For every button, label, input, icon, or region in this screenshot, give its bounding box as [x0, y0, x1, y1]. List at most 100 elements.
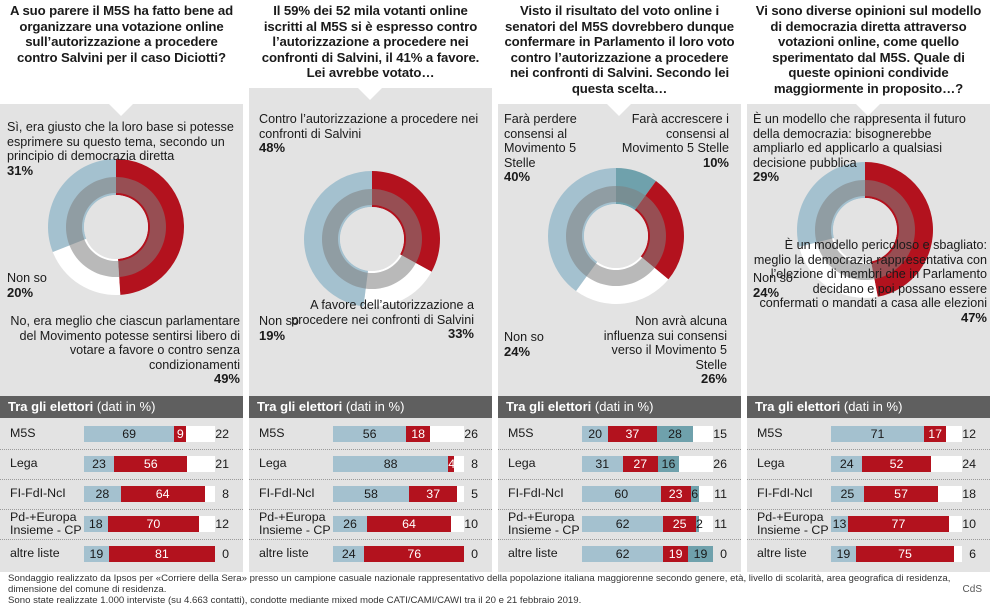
row-name: FI-FdI-NcI [508, 486, 564, 500]
bar-segment: 19 [831, 546, 856, 562]
label-non-so-pct: 19% [259, 327, 286, 343]
stacked-bar: 56 18 [333, 426, 464, 442]
stacked-bar: 19 81 [84, 546, 215, 562]
table-header-bold: Tra gli elettori [755, 399, 841, 414]
stacked-bar: 62 19 19 [582, 546, 713, 562]
table-header-bold: Tra gli elettori [506, 399, 592, 414]
label-accrescere: Farà accrescere i consensi al Movimento … [619, 112, 729, 170]
bar-segment: 26 [333, 516, 368, 532]
bar-segment: 28 [84, 486, 121, 502]
table-row: FI-FdI-NcI 25 57 18 [747, 480, 990, 510]
row-divider [747, 509, 990, 510]
donut-chart [797, 162, 933, 298]
row-name: Lega [757, 456, 785, 470]
non-so-value: 11 [714, 487, 727, 501]
bar-segment: 17 [924, 426, 947, 442]
non-so-value: 0 [471, 547, 478, 561]
non-so-value: 10 [464, 517, 478, 531]
non-so-value: 0 [720, 547, 727, 561]
row-divider [747, 539, 990, 540]
bar-segment: 2 [695, 516, 703, 532]
bar-segment: 71 [831, 426, 924, 442]
question-arrow-shape [249, 0, 492, 100]
table-row: M5S 20 37 28 15 [498, 420, 741, 450]
label-non-so-pct: 24% [753, 284, 780, 300]
footnote-line-2: Sono state realizzate 1.000 interviste (… [8, 595, 582, 606]
label-perdere: Farà perdere consensi al Movimento 5 Ste… [504, 112, 584, 185]
table-row: altre liste 19 81 0 [0, 540, 243, 570]
bar-segment: 9 [174, 426, 187, 442]
footnote-line-1: Sondaggio realizzato da Ipsos per «Corri… [8, 573, 951, 595]
bar-segment: 60 [582, 486, 661, 502]
row-divider [249, 479, 492, 480]
bar-segment: 31 [582, 456, 623, 472]
table-row: Pd-+Europa Insieme - CP 26 64 10 [249, 510, 492, 540]
non-so-value: 8 [471, 457, 478, 471]
label-futuro-text: È un modello che rappresenta il futuro d… [753, 112, 966, 170]
row-divider [249, 539, 492, 540]
bar-segment: 25 [663, 516, 696, 532]
non-so-value: 26 [713, 457, 727, 471]
row-name: altre liste [259, 546, 309, 560]
table-header-text: Tra gli elettori (dati in %) [755, 399, 902, 414]
bar-segment: 76 [364, 546, 464, 562]
non-so-value: 0 [222, 547, 229, 561]
question-text: Vi sono diverse opinioni sul modello di … [755, 3, 982, 96]
stacked-bar: 31 27 16 [582, 456, 713, 472]
label-no: No, era meglio che ciascun parlamentare … [0, 314, 240, 387]
donut-hole [84, 195, 148, 259]
table-header: Tra gli elettori (dati in %) [747, 396, 990, 418]
bar-segment: 81 [108, 546, 215, 562]
row-name: altre liste [508, 546, 558, 560]
question-text: Il 59% dei 52 mila votanti online iscrit… [261, 3, 480, 80]
panel-1: A suo parere il M5S ha fatto bene ad org… [0, 0, 243, 572]
bar-segment: 16 [657, 456, 679, 472]
stacked-bar: 24 76 [333, 546, 464, 562]
table-row: M5S 69 9 22 [0, 420, 243, 450]
panel-top: Visto il risultato del voto online i sen… [498, 0, 741, 396]
table-header: Tra gli elettori (dati in %) [498, 396, 741, 418]
bar-segment: 4 [448, 456, 456, 472]
stacked-bar: 62 25 2 [582, 516, 713, 532]
bar-segment: 57 [863, 486, 939, 502]
label-non-so: Non so 20% [7, 271, 47, 300]
stacked-bar: 13 77 [831, 516, 962, 532]
question-arrow-shape [747, 0, 990, 116]
row-name: M5S [10, 426, 36, 440]
row-divider [0, 539, 243, 540]
panel-top: A suo parere il M5S ha fatto bene ad org… [0, 0, 243, 396]
row-name: Pd-+Europa Insieme - CP [10, 510, 82, 537]
table-header-light: (dati in %) [345, 399, 405, 414]
stacked-bar: 88 4 [333, 456, 464, 472]
label-favore-text: A favore dell’autorizzazione a procedere… [291, 298, 474, 327]
donut-chart [303, 171, 440, 307]
bar-segment: 37 [408, 486, 458, 502]
label-pericoloso-pct: 47% [960, 309, 987, 325]
table-header: Tra gli elettori (dati in %) [249, 396, 492, 418]
bar-segment: 18 [84, 516, 108, 532]
question-arrow-shape [0, 0, 243, 116]
label-futuro-pct: 29% [753, 169, 780, 184]
label-perdere-text: Farà perdere consensi al Movimento 5 Ste… [504, 112, 577, 170]
label-non-so-text: Non so [7, 271, 47, 285]
row-name: Pd-+Europa Insieme - CP [259, 510, 331, 537]
row-name: altre liste [10, 546, 60, 560]
non-so-value: 18 [962, 487, 976, 501]
bar-segment: 24 [831, 456, 863, 472]
label-yes: Sì, era giusto che la loro base si potes… [7, 120, 237, 178]
donut-inner-ring [814, 180, 915, 280]
label-perdere-pct: 40% [504, 169, 531, 184]
table-row: FI-FdI-NcI 58 37 5 [249, 480, 492, 510]
table-row: M5S 56 18 26 [249, 420, 492, 450]
table-header-bold: Tra gli elettori [8, 399, 94, 414]
bar-segment: 64 [367, 516, 451, 532]
question-arrow-shape [498, 0, 741, 116]
row-name: FI-FdI-NcI [10, 486, 66, 500]
row-name: M5S [508, 426, 534, 440]
bar-segment: 64 [120, 486, 205, 502]
donut-hole [833, 198, 897, 262]
row-name: M5S [757, 426, 783, 440]
label-non-so-text: Non so [504, 330, 544, 344]
table-header-light: (dati in %) [594, 399, 654, 414]
bar-segment: 19 [688, 546, 713, 562]
